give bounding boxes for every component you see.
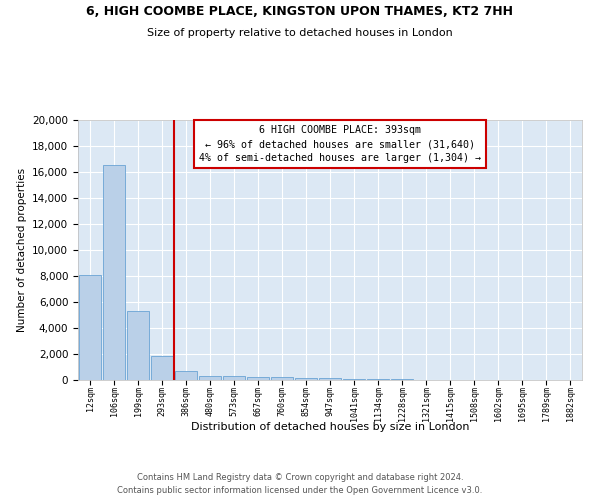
- Y-axis label: Number of detached properties: Number of detached properties: [17, 168, 26, 332]
- Text: 6, HIGH COOMBE PLACE, KINGSTON UPON THAMES, KT2 7HH: 6, HIGH COOMBE PLACE, KINGSTON UPON THAM…: [86, 5, 514, 18]
- Bar: [295, 378, 317, 380]
- Bar: [271, 378, 293, 380]
- Text: Distribution of detached houses by size in London: Distribution of detached houses by size …: [191, 422, 469, 432]
- Bar: [151, 356, 173, 380]
- Bar: [247, 377, 269, 380]
- Bar: [319, 378, 341, 380]
- Bar: [127, 311, 149, 380]
- Text: Size of property relative to detached houses in London: Size of property relative to detached ho…: [147, 28, 453, 38]
- Bar: [367, 379, 389, 380]
- Bar: [223, 376, 245, 380]
- Text: 6 HIGH COOMBE PLACE: 393sqm
← 96% of detached houses are smaller (31,640)
4% of : 6 HIGH COOMBE PLACE: 393sqm ← 96% of det…: [199, 125, 481, 163]
- Bar: [103, 166, 125, 380]
- Text: Contains public sector information licensed under the Open Government Licence v3: Contains public sector information licen…: [118, 486, 482, 495]
- Bar: [175, 371, 197, 380]
- Bar: [343, 379, 365, 380]
- Bar: [79, 274, 101, 380]
- Bar: [199, 376, 221, 380]
- Text: Contains HM Land Registry data © Crown copyright and database right 2024.: Contains HM Land Registry data © Crown c…: [137, 472, 463, 482]
